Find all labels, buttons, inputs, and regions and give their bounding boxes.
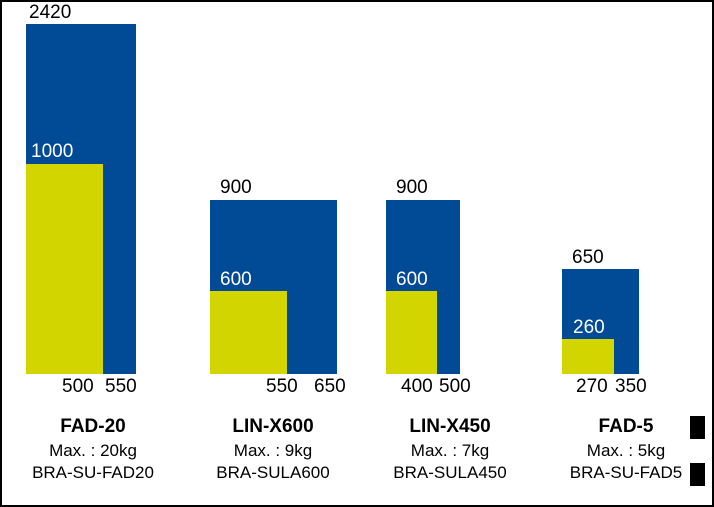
yellow-width-label-linx450: 400 bbox=[401, 376, 433, 397]
yellow-height-label-linx600: 600 bbox=[220, 269, 252, 290]
yellow-bar-fad20 bbox=[26, 164, 103, 374]
caption-linx600: LIN-X600 Max. : 9kg BRA-SULA600 bbox=[163, 413, 383, 484]
product-name: LIN-X450 bbox=[409, 416, 491, 437]
product-code: BRA-SULA600 bbox=[216, 463, 330, 482]
product-name: FAD-20 bbox=[60, 416, 126, 437]
product-max-load: Max. : 9kg bbox=[233, 441, 313, 460]
caption-linx450: LIN-X450 Max. : 7kg BRA-SULA450 bbox=[340, 413, 560, 484]
blue-width-label-linx600: 650 bbox=[314, 376, 346, 397]
yellow-bar-linx600 bbox=[210, 291, 287, 374]
blue-height-label-linx450: 900 bbox=[396, 177, 428, 198]
product-code: BRA-SULA450 bbox=[393, 463, 507, 482]
yellow-height-label-fad5: 260 bbox=[573, 317, 605, 338]
blue-height-label-fad5: 650 bbox=[572, 247, 604, 268]
product-code: BRA-SU-FAD20 bbox=[32, 463, 154, 482]
caption-fad5: FAD-5 Max. : 5kg BRA-SU-FAD5 bbox=[516, 413, 712, 484]
black-marker-top bbox=[690, 416, 705, 439]
product-max-load: Max. : 5kg bbox=[586, 441, 666, 460]
blue-width-label-fad5: 350 bbox=[615, 376, 647, 397]
product-max-load: Max. : 7kg bbox=[410, 441, 490, 460]
blue-height-label-fad20: 2420 bbox=[29, 2, 72, 23]
caption-fad20: FAD-20 Max. : 20kg BRA-SU-FAD20 bbox=[2, 413, 203, 484]
black-marker-bottom bbox=[690, 463, 705, 486]
blue-height-label-linx600: 900 bbox=[220, 177, 252, 198]
yellow-height-label-fad20: 1000 bbox=[31, 141, 74, 162]
yellow-bar-fad5 bbox=[562, 339, 614, 374]
blue-width-label-linx450: 500 bbox=[439, 376, 471, 397]
product-name: LIN-X600 bbox=[232, 416, 314, 437]
yellow-height-label-linx450: 600 bbox=[396, 269, 428, 290]
yellow-bar-linx450 bbox=[386, 291, 437, 374]
product-name: FAD-5 bbox=[598, 416, 654, 437]
yellow-width-label-linx600: 550 bbox=[266, 376, 298, 397]
product-max-load: Max. : 20kg bbox=[49, 441, 137, 460]
product-code: BRA-SU-FAD5 bbox=[569, 463, 683, 482]
blue-width-label-fad20: 550 bbox=[105, 376, 137, 397]
yellow-width-label-fad20: 500 bbox=[62, 376, 94, 397]
yellow-width-label-fad5: 270 bbox=[576, 376, 608, 397]
